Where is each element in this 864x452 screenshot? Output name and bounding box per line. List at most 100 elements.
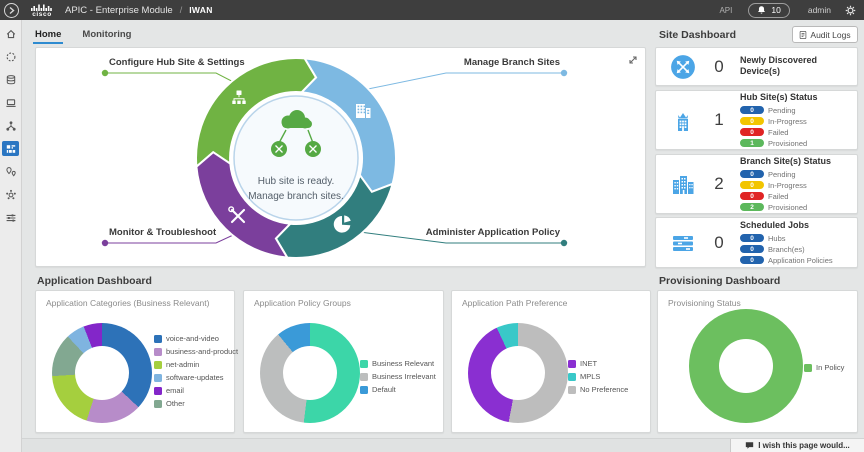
settings-gear-button[interactable] — [845, 5, 856, 16]
legend-label: INET — [580, 359, 597, 368]
notifications-button[interactable]: 10 — [748, 3, 789, 18]
tab-home[interactable]: Home — [33, 29, 63, 44]
status-badge: 0 — [740, 106, 764, 114]
legend-swatch — [360, 386, 368, 394]
bell-icon — [757, 5, 766, 15]
feedback-button[interactable]: I wish this page would... — [730, 439, 864, 452]
sidebar-item-settings[interactable] — [2, 210, 19, 225]
sidebar-item-device-inventory[interactable] — [2, 72, 19, 87]
expand-wheel-button[interactable] — [627, 53, 639, 65]
status-badge-label: Pending — [768, 106, 796, 115]
sidebar-item-services[interactable] — [2, 187, 19, 202]
application-path-preference-donut — [468, 323, 568, 423]
settings-sliders-icon — [5, 212, 17, 224]
provisioning-status-card: Provisioning Status In Policy — [657, 290, 858, 433]
left-nav-sidebar — [0, 20, 22, 452]
scheduled-jobs-badges: 0Hubs0Branch(es)0Application Policies — [740, 233, 853, 266]
branch-sites-icon — [668, 171, 698, 197]
provisioning-status-donut — [689, 309, 803, 423]
wheel-label-monitor[interactable]: Monitor & Troubleshoot — [109, 227, 216, 238]
tab-monitoring[interactable]: Monitoring — [80, 29, 133, 44]
legend-swatch — [154, 374, 162, 382]
legend-label: email — [166, 386, 184, 395]
scheduled-jobs-count: 0 — [698, 233, 740, 253]
legend-item: Business Relevant — [360, 357, 436, 370]
gear-icon — [845, 5, 856, 16]
cisco-bars-icon — [31, 4, 53, 11]
legend-label: software-updates — [166, 373, 224, 382]
audit-log-icon — [799, 30, 807, 40]
app-title: APIC - Enterprise Module — [65, 5, 173, 16]
status-badge-row: 0 Failed — [740, 127, 853, 138]
legend-item: voice-and-video — [154, 332, 238, 345]
sidebar-item-discovery[interactable] — [2, 49, 19, 64]
status-badge-row: 0Hubs — [740, 233, 853, 244]
discovered-devices-count: 0 — [698, 57, 740, 77]
iwan-lifecycle-wheel-card: Configure Hub Site & Settings Manage Bra… — [35, 47, 646, 267]
scheduled-jobs-title: Scheduled Jobs — [740, 220, 853, 231]
sidebar-item-iwan[interactable] — [2, 141, 19, 156]
application-categories-card: Application Categories (Business Relevan… — [35, 290, 235, 433]
status-badge-label: Failed — [768, 128, 788, 137]
newly-discovered-devices-card: 0 Newly Discovered Device(s) — [655, 47, 858, 86]
tab-bar: Home Monitoring — [22, 20, 864, 44]
application-path-preference-legend: INETMPLSNo Preference — [568, 357, 628, 396]
status-badge-label: Provisioned — [768, 203, 807, 212]
legend-item: software-updates — [154, 371, 238, 384]
user-menu[interactable]: admin — [808, 5, 831, 15]
branch-site-status-card: 2 Branch Site(s) Status 0Pending0In-Prog… — [655, 154, 858, 214]
host-icon — [5, 97, 17, 109]
legend-swatch — [154, 361, 162, 369]
legend-swatch — [154, 387, 162, 395]
status-badge-label: Provisioned — [768, 139, 807, 148]
status-badge: 0 — [740, 128, 764, 136]
sidebar-item-topology[interactable] — [2, 118, 19, 133]
legend-item: Other — [154, 397, 238, 410]
topology-icon — [5, 120, 17, 132]
legend-label: In Policy — [816, 363, 844, 372]
sidebar-item-places[interactable] — [2, 164, 19, 179]
status-badge-label: In-Progress — [768, 181, 807, 190]
status-badge-label: Application Policies — [768, 256, 833, 265]
legend-label: voice-and-video — [166, 334, 219, 343]
notification-count: 10 — [771, 5, 780, 15]
discovered-devices-icon — [668, 54, 698, 80]
sidebar-item-hosts[interactable] — [2, 95, 19, 110]
wheel-center-status-line2: Manage branch sites. — [196, 191, 396, 202]
legend-label: net-admin — [166, 360, 199, 369]
application-policy-groups-legend: Business RelevantBusiness IrrelevantDefa… — [360, 357, 436, 396]
provisioning-status-chart-title: Provisioning Status — [668, 298, 741, 308]
scheduled-jobs-card: 0 Scheduled Jobs 0Hubs0Branch(es)0Applic… — [655, 217, 858, 268]
configure-hub-dot — [102, 70, 108, 76]
sidebar-expand-button[interactable] — [4, 3, 19, 18]
status-badge: 0 — [740, 256, 764, 264]
chevron-right-icon — [7, 6, 16, 15]
legend-swatch — [568, 373, 576, 381]
legend-label: No Preference — [580, 385, 628, 394]
branch-site-badges: 0Pending0In-Progress0Failed2Provisioned — [740, 169, 853, 213]
status-badge: 0 — [740, 170, 764, 178]
application-policy-groups-donut — [260, 323, 360, 423]
legend-label: business-and-product — [166, 347, 238, 356]
status-badge-row: 2 Provisioned — [740, 202, 853, 213]
status-badge-label: Failed — [768, 192, 788, 201]
hub-site-badges: 0Pending0In-Progress0Failed1Provisioned — [740, 105, 853, 149]
hub-site-icon — [668, 107, 698, 133]
legend-swatch — [154, 348, 162, 356]
api-link[interactable]: API — [719, 6, 732, 15]
administer-dot — [561, 240, 567, 246]
status-badge: 0 — [740, 117, 764, 125]
discovered-devices-title: Newly Discovered Device(s) — [740, 55, 830, 77]
wheel-label-administer[interactable]: Administer Application Policy — [426, 227, 560, 238]
wheel-label-configure-hub[interactable]: Configure Hub Site & Settings — [109, 57, 245, 68]
audit-logs-button[interactable]: Audit Logs — [792, 26, 858, 43]
status-badge-row: 0In-Progress — [740, 116, 853, 127]
wheel-label-manage-branch[interactable]: Manage Branch Sites — [464, 57, 560, 68]
breadcrumb-separator: / — [180, 5, 183, 15]
status-badge: 2 — [740, 203, 764, 211]
sidebar-item-home[interactable] — [2, 26, 19, 41]
monitor-dot — [102, 240, 108, 246]
status-badge-row: 0 Application Policies — [740, 255, 853, 266]
status-badge-row: 0In-Progress — [740, 180, 853, 191]
application-policy-groups-card: Application Policy Groups Business Relev… — [243, 290, 444, 433]
